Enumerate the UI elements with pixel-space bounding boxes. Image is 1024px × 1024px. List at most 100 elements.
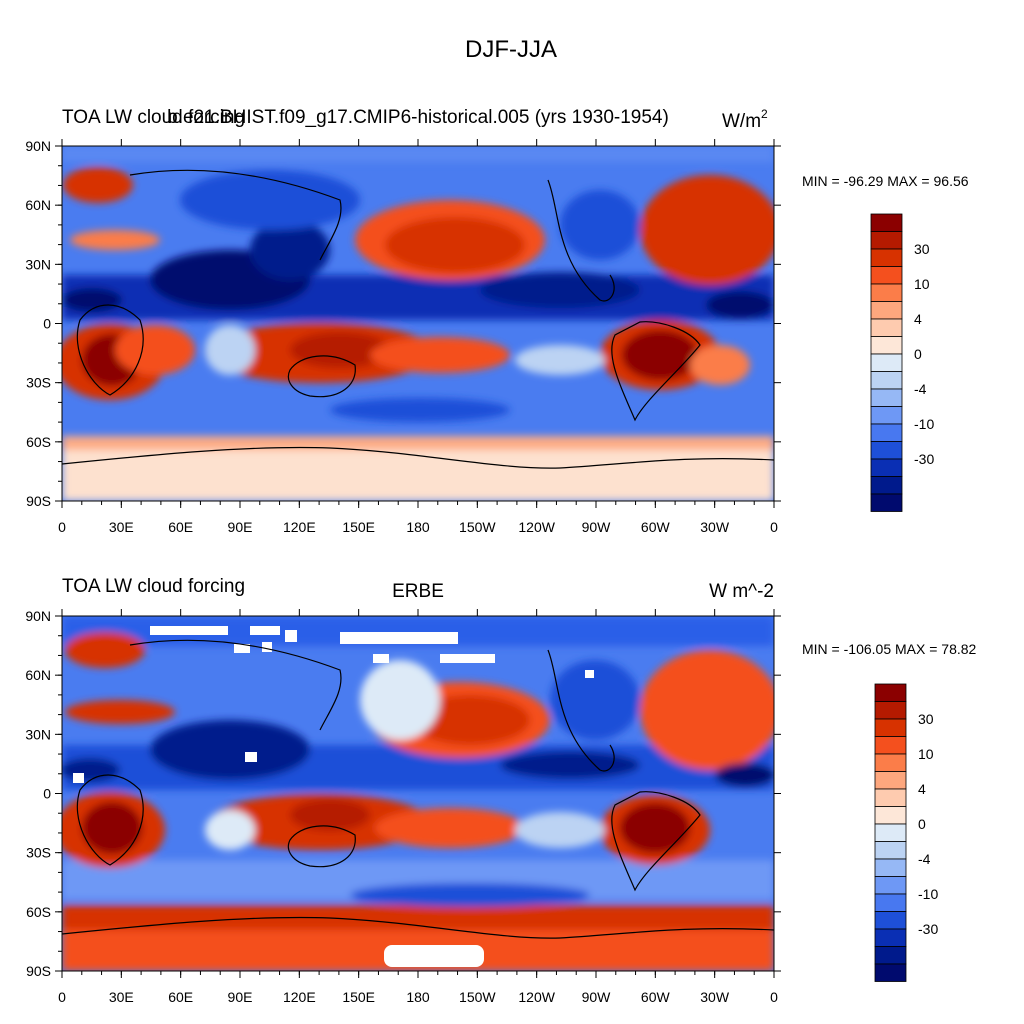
y-tick-label: 90N bbox=[25, 138, 51, 154]
y-tick-label: 0 bbox=[43, 786, 51, 802]
colorbar-segment bbox=[870, 353, 903, 372]
x-tick-label: 0 bbox=[770, 989, 778, 1005]
x-tick-label: 30W bbox=[700, 989, 730, 1005]
colorbar-segment bbox=[870, 423, 903, 442]
colorbar-segment bbox=[870, 318, 903, 337]
x-tick-label: 150E bbox=[342, 989, 375, 1005]
colorbar-top: 30 10 4 0 -4 -10 -30 bbox=[870, 213, 934, 512]
colorbar-segment bbox=[874, 963, 907, 982]
units-top: W/m2 bbox=[722, 107, 768, 132]
colorbar-segment bbox=[870, 371, 903, 390]
panel-left-title-bottom: TOA LW cloud forcing bbox=[62, 576, 245, 597]
y-ticks-bottom: 90N 60N 30N 0 30S 60S 90S bbox=[25, 608, 781, 979]
x-tick-label: 30E bbox=[109, 519, 134, 535]
colorbar-label: 0 bbox=[914, 346, 922, 362]
colorbar-segment bbox=[874, 736, 907, 755]
x-tick-label: 60W bbox=[641, 989, 671, 1005]
colorbar-label: 4 bbox=[914, 311, 922, 327]
panel-center-title-top: b.e21.BHIST.f09_g17.CMIP6-historical.005… bbox=[167, 107, 669, 128]
x-tick-label: 180 bbox=[406, 519, 430, 535]
y-tick-label: 30S bbox=[26, 845, 51, 861]
y-tick-label: 60N bbox=[25, 197, 51, 213]
x-tick-label: 90W bbox=[582, 989, 612, 1005]
x-tick-label: 60E bbox=[168, 989, 193, 1005]
colorbar-segment bbox=[870, 493, 903, 512]
colorbar-label: -4 bbox=[918, 851, 931, 867]
colorbar-segment bbox=[870, 283, 903, 302]
bottom-panel: 0 30E 60E 90E 120E 150E 180 150W 120W 90W 60W 30W 0 … bbox=[25, 576, 976, 1005]
colorbar-segment bbox=[870, 213, 903, 232]
colorbar-segment bbox=[870, 336, 903, 355]
x-tick-label: 30W bbox=[700, 519, 730, 535]
x-tick-label: 150W bbox=[459, 989, 496, 1005]
y-tick-label: 90S bbox=[26, 963, 51, 979]
missing-data-bottom bbox=[73, 626, 594, 967]
colorbar-label: 0 bbox=[918, 816, 926, 832]
colorbar-segment bbox=[870, 301, 903, 320]
x-tick-label: 60W bbox=[641, 519, 671, 535]
y-ticks-top: 90N 60N 30N 0 30S 60S 90S bbox=[25, 138, 781, 509]
colorbar-label: -10 bbox=[914, 416, 934, 432]
x-tick-label: 120E bbox=[283, 519, 316, 535]
coastlines-top bbox=[62, 169, 774, 469]
colorbar-segment bbox=[874, 946, 907, 965]
colorbar-segment bbox=[874, 876, 907, 895]
x-tick-label: 120W bbox=[518, 989, 555, 1005]
colorbar-segment bbox=[874, 858, 907, 877]
min-max-bottom: MIN = -106.05 MAX = 78.82 bbox=[802, 641, 977, 657]
x-tick-label: 0 bbox=[58, 989, 66, 1005]
colorbar-bottom: 30 10 4 0 -4 -10 -30 bbox=[874, 683, 938, 982]
colorbar-segment bbox=[870, 388, 903, 407]
colorbar-segment bbox=[874, 771, 907, 790]
y-tick-label: 60S bbox=[26, 904, 51, 920]
y-tick-label: 90S bbox=[26, 493, 51, 509]
x-tick-label: 60E bbox=[168, 519, 193, 535]
x-tick-label: 30E bbox=[109, 989, 134, 1005]
coastlines-bottom bbox=[62, 639, 774, 939]
colorbar-label: 10 bbox=[914, 276, 930, 292]
colorbar-segment bbox=[874, 911, 907, 930]
colorbar-segment bbox=[874, 806, 907, 825]
panel-center-title-bottom: ERBE bbox=[392, 581, 444, 602]
colorbar-segment bbox=[874, 841, 907, 860]
y-tick-label: 30S bbox=[26, 375, 51, 391]
colorbar-label: 30 bbox=[914, 241, 930, 257]
colorbar-segment bbox=[870, 266, 903, 285]
colorbar-segment bbox=[870, 476, 903, 495]
min-max-top: MIN = -96.29 MAX = 96.56 bbox=[802, 173, 969, 189]
colorbar-segment bbox=[874, 701, 907, 720]
y-tick-label: 0 bbox=[43, 316, 51, 332]
x-tick-label: 0 bbox=[58, 519, 66, 535]
x-ticks-bottom: 0 30E 60E 90E 120E 150E 180 150W 120W 90W 60W 30W 0 bbox=[58, 609, 778, 1005]
colorbar-segment bbox=[870, 458, 903, 477]
figure-title: DJF-JJA bbox=[465, 36, 557, 63]
colorbar-label: -4 bbox=[914, 381, 927, 397]
x-tick-label: 90W bbox=[582, 519, 612, 535]
colorbar-label: -30 bbox=[918, 921, 938, 937]
colorbar-segment bbox=[874, 893, 907, 912]
colorbar-segment bbox=[874, 753, 907, 772]
colorbar-segment bbox=[870, 441, 903, 460]
units-bottom: W m^-2 bbox=[709, 581, 774, 602]
y-tick-label: 60N bbox=[25, 667, 51, 683]
x-tick-label: 120E bbox=[283, 989, 316, 1005]
colorbar-label: 30 bbox=[918, 711, 934, 727]
colorbar-segment bbox=[870, 248, 903, 267]
colorbar-label: -30 bbox=[914, 451, 934, 467]
colorbar-label: 4 bbox=[918, 781, 926, 797]
x-tick-label: 120W bbox=[518, 519, 555, 535]
colorbar-segment bbox=[874, 788, 907, 807]
map-field-top bbox=[62, 146, 774, 501]
colorbar-segment bbox=[874, 928, 907, 947]
colorbar-segment bbox=[870, 406, 903, 425]
x-tick-label: 0 bbox=[770, 519, 778, 535]
x-tick-label: 150W bbox=[459, 519, 496, 535]
colorbar-segment bbox=[874, 718, 907, 737]
x-tick-label: 90E bbox=[228, 519, 253, 535]
map-field-bottom bbox=[62, 616, 774, 971]
x-tick-label: 90E bbox=[228, 989, 253, 1005]
colorbar-segment bbox=[874, 823, 907, 842]
x-ticks-top: 0 30E 60E 90E 120E 150E 180 150W 120W 90W 60W 30W 0 bbox=[58, 139, 778, 535]
y-tick-label: 30N bbox=[25, 256, 51, 272]
